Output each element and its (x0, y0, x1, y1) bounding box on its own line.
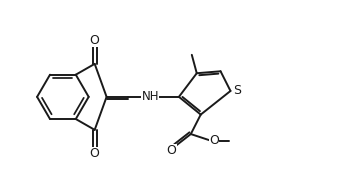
Text: O: O (90, 147, 100, 160)
Text: NH: NH (142, 90, 159, 103)
Text: O: O (90, 34, 100, 47)
Text: S: S (234, 84, 242, 98)
Text: O: O (167, 144, 176, 157)
Text: O: O (209, 134, 219, 147)
